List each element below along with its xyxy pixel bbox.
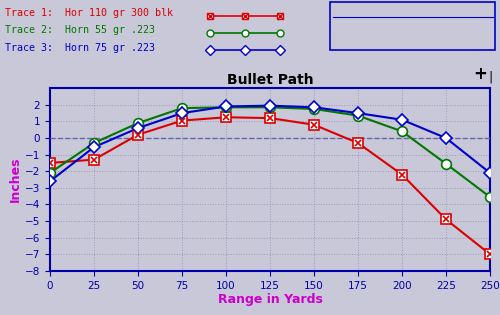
Text: |: | <box>488 71 492 84</box>
Text: Trace 1:  Hor 110 gr 300 blk: Trace 1: Hor 110 gr 300 blk <box>5 8 173 18</box>
X-axis label: Range in Yards: Range in Yards <box>218 293 322 306</box>
Text: Trace 3:  Horn 75 gr .223: Trace 3: Horn 75 gr .223 <box>5 43 173 53</box>
Title: Bullet Path: Bullet Path <box>226 73 314 87</box>
Y-axis label: Inches: Inches <box>9 157 22 202</box>
Text: Yards:  250.0: Yards: 250.0 <box>338 33 409 43</box>
Text: Trace 2:  Horn 55 gr .223: Trace 2: Horn 55 gr .223 <box>5 25 173 35</box>
Text: Crosshair: Crosshair <box>383 5 442 15</box>
Text: Inches:  2.0: Inches: 2.0 <box>338 19 402 29</box>
Text: +: + <box>474 65 488 83</box>
